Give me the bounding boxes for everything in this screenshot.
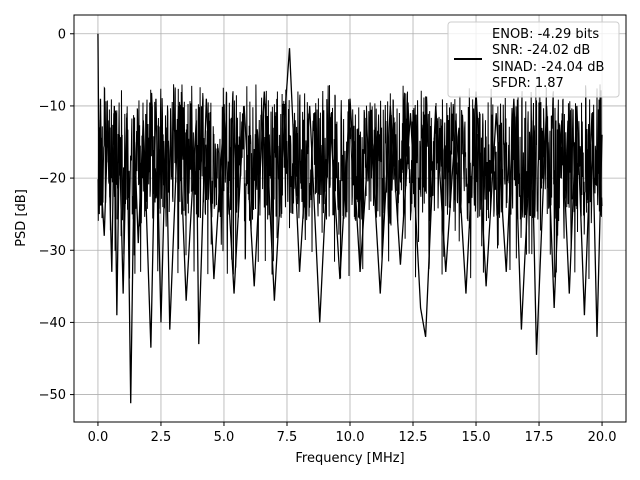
legend-line-4: SFDR: 1.87	[492, 76, 564, 91]
x-axis-ticks: 0.0 2.5 5.0 7.5 10.0 12.5 15.0 17.5 20.0	[88, 422, 617, 445]
x-tick-label: 15.0	[462, 430, 491, 445]
y-tick-label: 0	[58, 27, 66, 42]
y-axis-ticks: 0 −10 −20 −30 −40 −50	[39, 27, 74, 403]
y-tick-label: −50	[39, 388, 66, 403]
psd-series-line	[97, 33, 603, 404]
x-tick-label: 17.5	[525, 430, 554, 445]
x-tick-label: 12.5	[399, 430, 428, 445]
legend-line-1: ENOB: -4.29 bits	[492, 27, 599, 42]
x-axis-label: Frequency [MHz]	[295, 451, 404, 466]
legend: ENOB: -4.29 bits SNR: -24.02 dB SINAD: -…	[447, 21, 620, 98]
y-tick-label: −40	[39, 316, 66, 331]
x-tick-label: 10.0	[336, 430, 365, 445]
legend-line-3: SINAD: -24.04 dB	[492, 60, 604, 75]
legend-line-2: SNR: -24.02 dB	[492, 43, 590, 58]
y-axis-label: PSD [dB]	[14, 189, 29, 247]
legend-box	[447, 21, 620, 98]
x-tick-label: 2.5	[151, 430, 172, 445]
y-tick-label: −20	[39, 172, 66, 187]
x-tick-label: 5.0	[214, 430, 235, 445]
x-tick-label: 7.5	[277, 430, 298, 445]
y-tick-label: −10	[39, 99, 66, 114]
x-tick-label: 0.0	[88, 430, 109, 445]
x-tick-label: 20.0	[588, 430, 617, 445]
y-tick-label: −30	[39, 244, 66, 259]
